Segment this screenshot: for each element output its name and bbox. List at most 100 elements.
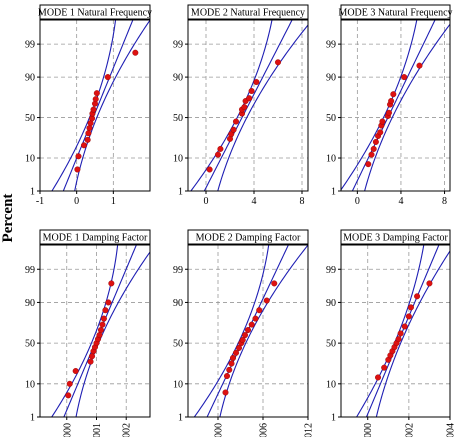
plot-frame: [340, 19, 451, 192]
panel-title-box: [39, 229, 151, 245]
data-point: [375, 374, 382, 381]
lower-confidence-band: [341, 20, 418, 191]
data-point: [217, 145, 224, 152]
panel-title-box: [187, 229, 309, 245]
data-point: [244, 327, 251, 334]
panel-title: MODE 3 Damping Factor: [343, 233, 448, 244]
data-point: [365, 161, 372, 168]
panel-title: MODE 2 Damping Factor: [196, 233, 301, 244]
data-point: [93, 90, 100, 97]
y-tick-label: 10: [173, 154, 183, 165]
y-tick-label: 1: [178, 187, 183, 198]
fit-line: [62, 20, 134, 191]
data-point: [235, 344, 242, 351]
data-point: [89, 353, 96, 360]
y-tick-label: 10: [173, 379, 183, 390]
data-point: [405, 313, 412, 320]
data-point: [100, 315, 107, 322]
y-tick-label: 50: [25, 113, 35, 124]
data-point: [226, 366, 233, 373]
y-tick-label: 1: [30, 413, 35, 424]
data-point: [86, 125, 93, 132]
data-point: [385, 109, 392, 116]
y-tick-label: 50: [326, 113, 336, 124]
y-tick-label: 50: [173, 113, 183, 124]
panel-5: MODE 2 Damping Factor 1 10 50 90 99 0.0000 0.00…: [173, 229, 315, 437]
data-point: [246, 95, 253, 102]
data-point: [379, 118, 386, 125]
x-tick-label: 4: [252, 196, 257, 207]
y-tick-label: 90: [173, 298, 183, 309]
panel-4: MODE 1 Damping Factor 1 10 50 90 99 0.000 0.001…: [25, 229, 151, 437]
x-tick-label: 0.0000: [363, 423, 374, 437]
panel-title: MODE 2 Natural Frequency: [191, 8, 305, 19]
data-point: [271, 280, 278, 287]
x-tick-label: 0.0012: [304, 423, 315, 437]
panel-title-box: [340, 4, 451, 20]
panel-title: MODE 3 Natural Frequency: [338, 8, 452, 19]
data-point: [92, 96, 99, 103]
x-tick-label: 0: [355, 196, 360, 207]
data-point: [223, 373, 230, 380]
lower-confidence-band: [190, 20, 273, 191]
panel-title-box: [340, 229, 451, 245]
y-tick-label: 90: [326, 298, 336, 309]
data-point: [97, 327, 104, 334]
x-tick-label: 0.0004: [446, 423, 457, 437]
data-point: [230, 126, 237, 133]
plot-frame: [39, 244, 151, 418]
lower-confidence-band: [193, 245, 270, 417]
data-point: [102, 307, 109, 314]
data-point: [105, 299, 112, 306]
upper-confidence-band: [375, 250, 450, 417]
plot-frame: [340, 244, 451, 418]
plot-frame: [187, 244, 309, 418]
panel-6: MODE 3 Damping Factor 1 10 50 90 99 0.0000 0.00…: [326, 229, 457, 437]
data-point: [65, 392, 72, 399]
data-point: [222, 389, 229, 396]
panel-title: MODE 1 Natural Frequency: [38, 8, 152, 19]
data-point: [214, 151, 221, 158]
data-point: [401, 74, 408, 81]
y-tick-label: 99: [326, 40, 336, 51]
data-point: [80, 142, 87, 149]
lower-confidence-band: [51, 20, 117, 191]
data-point: [401, 323, 408, 330]
y-tick-label: 1: [331, 413, 336, 424]
data-point: [388, 98, 395, 105]
x-tick-label: 0.002: [122, 423, 133, 437]
data-point: [241, 104, 248, 111]
plot-frame: [39, 19, 151, 192]
data-point: [85, 130, 92, 137]
data-point: [72, 368, 79, 375]
data-point: [66, 380, 73, 387]
panel-title-box: [39, 4, 151, 20]
data-point: [253, 78, 260, 85]
data-point: [395, 336, 402, 343]
panel-title: MODE 1 Damping Factor: [43, 233, 148, 244]
data-point: [414, 293, 421, 300]
lower-confidence-band: [355, 245, 425, 417]
data-point: [381, 364, 388, 371]
x-tick-label: 0.001: [92, 423, 103, 437]
lower-confidence-band: [51, 245, 119, 417]
y-tick-label: 10: [326, 379, 336, 390]
data-point: [99, 321, 106, 328]
data-point: [241, 332, 248, 339]
y-tick-label: 1: [178, 413, 183, 424]
y-tick-label: 50: [25, 339, 35, 350]
data-point: [248, 321, 255, 328]
data-point: [397, 330, 404, 337]
data-point: [377, 129, 384, 136]
plot-frame: [187, 19, 309, 192]
x-tick-label: 0.0006: [259, 423, 270, 437]
data-point: [90, 106, 97, 113]
x-tick-label: 0.000: [62, 423, 73, 437]
y-tick-label: 99: [25, 40, 35, 51]
data-point: [75, 153, 82, 160]
x-tick-label: 4: [398, 196, 403, 207]
x-tick-label: 0: [74, 196, 79, 207]
y-tick-label: 99: [25, 265, 35, 276]
